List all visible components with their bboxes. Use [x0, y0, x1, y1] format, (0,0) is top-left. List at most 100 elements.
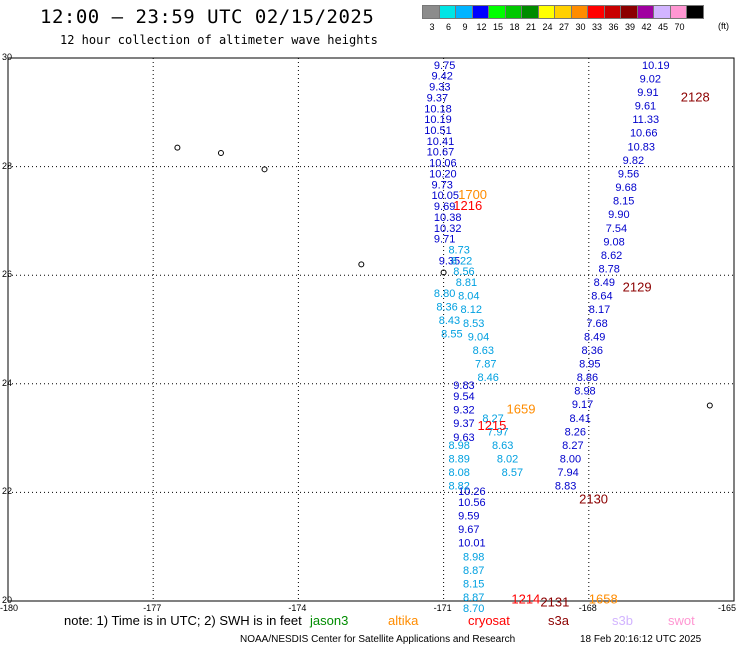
satellite-label-s3a: s3a — [548, 613, 569, 628]
colorbar-label: 12 — [476, 22, 487, 32]
colorbar-label: 18 — [509, 22, 520, 32]
wave-height-value: 10.51 — [424, 125, 452, 137]
wave-height-value: 9.75 — [434, 60, 455, 72]
pass-time-label: 1700 — [458, 187, 487, 202]
wave-height-value: 9.59 — [458, 511, 479, 523]
wave-height-value: 8.53 — [463, 318, 484, 330]
wave-height-value: 9.83 — [453, 380, 474, 392]
island-marker — [174, 144, 181, 151]
colorbar-label: 21 — [525, 22, 536, 32]
wave-height-value: 10.83 — [628, 141, 656, 153]
page-title: 12:00 – 23:59 UTC 02/15/2025 — [40, 6, 375, 28]
pass-time-label: 2128 — [681, 89, 710, 104]
wave-height-value: 10.41 — [427, 136, 455, 148]
wave-height-value: 10.20 — [429, 168, 457, 180]
island-marker — [261, 166, 268, 173]
wave-height-value: 8.46 — [477, 372, 498, 384]
satellite-label-s3b: s3b — [612, 613, 633, 628]
wave-height-value: 11.33 — [632, 114, 659, 126]
island-marker — [217, 150, 224, 157]
colorbar-label: 15 — [492, 22, 503, 32]
wave-height-value: 8.15 — [463, 578, 484, 590]
wave-height-value: 8.87 — [463, 592, 484, 604]
wave-height-value: 8.22 — [451, 255, 472, 267]
wave-height-value: 8.57 — [502, 467, 523, 479]
wave-height-value: 10.26 — [458, 486, 486, 498]
pass-time-label: 2131 — [540, 594, 569, 609]
wave-height-value: 8.08 — [448, 467, 469, 479]
latitude-tick-label: 20 — [2, 595, 13, 605]
wave-height-value: 8.49 — [594, 277, 615, 289]
wave-height-value: 8.62 — [601, 250, 622, 262]
wave-height-value: 8.27 — [562, 440, 583, 452]
wave-height-value: 8.43 — [439, 315, 460, 327]
wave-height-value: 9.90 — [608, 209, 629, 221]
pass-time-label: 1216 — [453, 198, 482, 213]
wave-height-value: 9.08 — [603, 236, 624, 248]
wave-height-value: 8.41 — [569, 413, 590, 425]
wave-height-value: 10.66 — [630, 128, 658, 140]
colorbar-cell: 18 — [504, 5, 522, 32]
wave-height-value: 9.91 — [637, 87, 658, 99]
wave-height-value: 8.87 — [463, 565, 484, 577]
colorbar-label: 24 — [542, 22, 553, 32]
wave-height-value: 9.56 — [618, 168, 639, 180]
colorbar-legend: 3 6 9 12 15 18 21 24 27 30 33 36 39 42 45 70 — [422, 5, 704, 32]
wave-height-value: 8.63 — [492, 440, 513, 452]
wave-height-value: 9.63 — [453, 432, 474, 444]
wave-height-value: 10.05 — [432, 190, 460, 202]
pass-time-label: 1659 — [507, 402, 536, 417]
colorbar-label: 42 — [641, 22, 652, 32]
colorbar-label: 9 — [462, 22, 468, 32]
colorbar-label: 30 — [575, 22, 586, 32]
colorbar-label: 27 — [558, 22, 569, 32]
wave-height-value: 9.02 — [640, 73, 661, 85]
wave-height-value: 8.98 — [463, 551, 484, 563]
colorbar-label: 33 — [591, 22, 602, 32]
map-frame — [7, 57, 735, 602]
wave-height-value: 8.81 — [456, 277, 477, 289]
colorbar-cell: 9 — [455, 5, 473, 32]
wave-height-value: 7.87 — [475, 359, 496, 371]
longitude-tick-label: -180 — [0, 603, 19, 613]
longitude-tick-label: -168 — [578, 603, 597, 613]
island-marker — [358, 261, 365, 268]
wave-height-value: 8.15 — [613, 196, 634, 208]
wave-height-value: 8.27 — [482, 413, 503, 425]
satellite-label-cryosat: cryosat — [468, 613, 510, 628]
wave-height-value: 8.86 — [577, 372, 598, 384]
satellite-label-swot: swot — [668, 613, 695, 628]
wave-height-value: 9.17 — [572, 399, 593, 411]
latitude-tick-label: 28 — [2, 160, 13, 171]
wave-height-value: 9.04 — [468, 331, 489, 343]
colorbar-label: 36 — [608, 22, 619, 32]
wave-height-value: 10.19 — [424, 114, 452, 126]
colorbar-cell: 42 — [636, 5, 654, 32]
wave-height-value: 9.54 — [453, 391, 474, 403]
wave-height-value: 9.68 — [615, 182, 636, 194]
colorbar-label: 3 — [429, 22, 435, 32]
wave-height-value: 8.12 — [461, 304, 482, 316]
latitude-tick-label: 30 — [2, 52, 13, 62]
wave-height-value: 8.00 — [560, 454, 581, 466]
wave-height-value: 9.32 — [453, 405, 474, 417]
wave-height-value: 8.64 — [591, 291, 612, 303]
pass-time-label: 2129 — [623, 279, 652, 294]
wave-height-value: 8.36 — [582, 345, 603, 357]
colorbar-unit: (ft) — [718, 21, 729, 31]
wave-height-value: 7.97 — [487, 426, 508, 438]
pass-time-label: 1658 — [589, 592, 618, 607]
wave-height-value: 10.06 — [429, 158, 457, 170]
wave-height-value: 8.04 — [458, 291, 479, 303]
colorbar-cell — [686, 5, 704, 19]
longitude-tick-label: -171 — [433, 603, 452, 613]
colorbar-label: 39 — [624, 22, 635, 32]
wave-height-value: 8.80 — [434, 288, 455, 300]
wave-height-value: 10.38 — [434, 212, 462, 224]
colorbar-label: 70 — [674, 22, 685, 32]
wave-height-value: 8.98 — [448, 440, 469, 452]
wave-height-value: 9.33 — [429, 82, 450, 94]
latitude-tick-label: 24 — [2, 377, 13, 388]
wave-height-value: 9.69 — [434, 201, 455, 213]
colorbar-label: 6 — [445, 22, 451, 32]
